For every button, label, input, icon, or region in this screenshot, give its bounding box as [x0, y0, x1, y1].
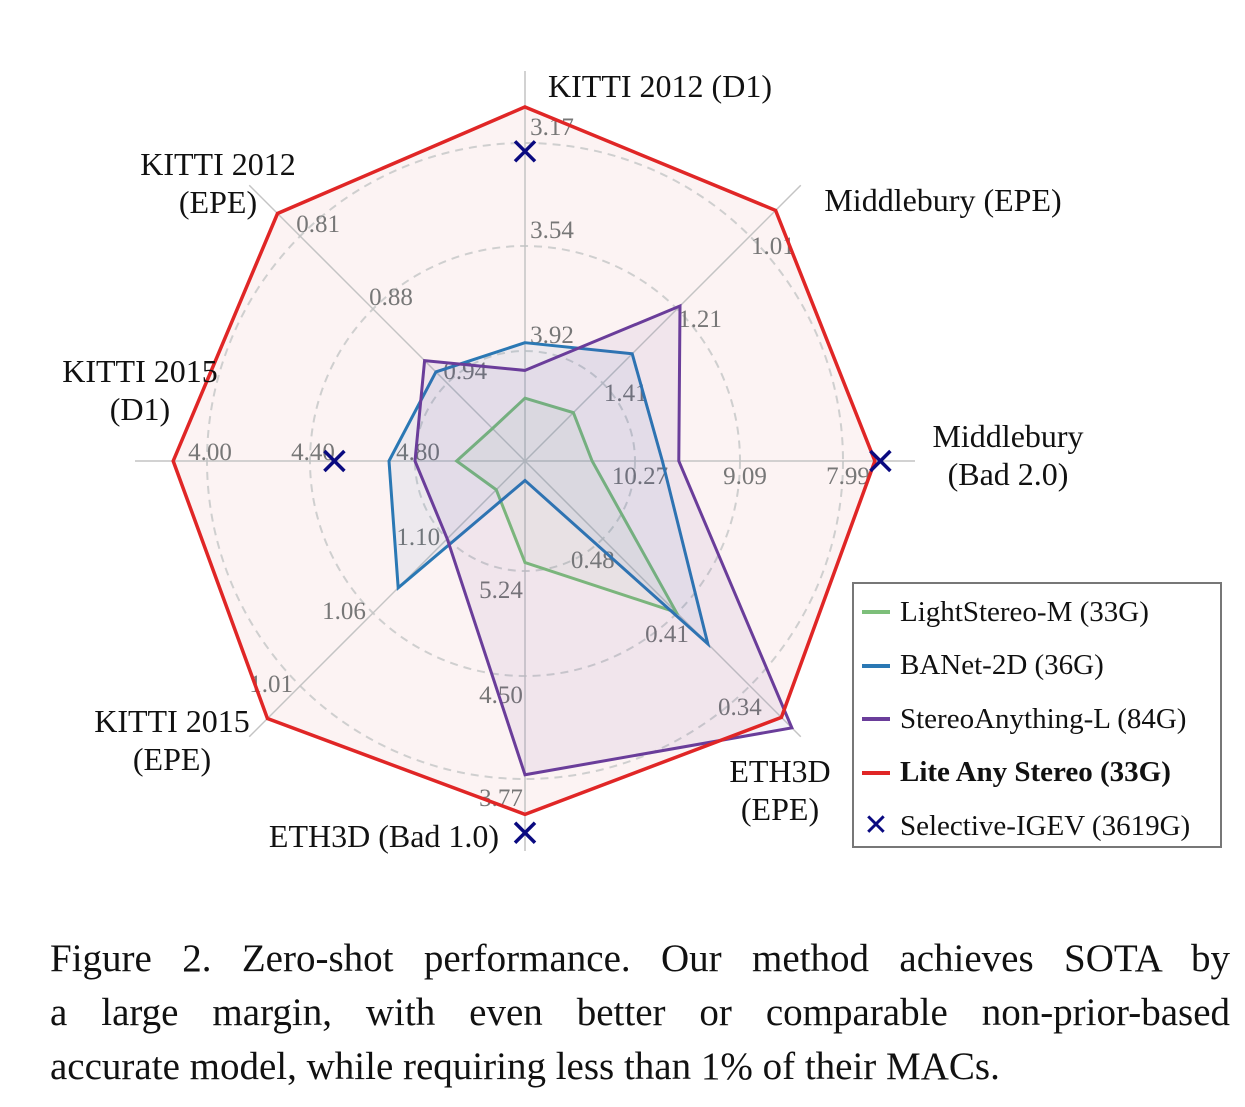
series-lite — [171, 105, 877, 817]
legend-item: ✕ Selective-IGEV (3619G) — [862, 806, 1190, 846]
axis-label-line: KITTI 2015 — [62, 353, 218, 389]
axis-label-line: KITTI 2012 (D1) — [548, 68, 772, 104]
legend-item: Lite Any Stereo (33G) — [862, 753, 1171, 793]
selective-igev-marker — [869, 449, 892, 473]
legend-item: LightStereo-M (33G) — [862, 592, 1149, 632]
axis-label: ETH3D (Bad 1.0) — [269, 817, 499, 855]
legend-swatch — [862, 717, 890, 721]
caption-line: a large margin, with even better or comp… — [50, 991, 1230, 1034]
legend-swatch — [862, 770, 890, 775]
axis-line — [524, 460, 802, 738]
axis-label-line: (EPE) — [178, 184, 258, 220]
legend-label: StereoAnything-L (84G) — [900, 702, 1187, 735]
axis-label-line: (EPE) — [740, 791, 820, 827]
axis-label-line: KITTI 2012 — [140, 146, 296, 182]
axis-label: KITTI 2012 (D1) — [548, 67, 772, 105]
selective-igev-marker — [513, 140, 537, 163]
legend-label: Lite Any Stereo (33G) — [900, 756, 1171, 788]
axis-label-line: ETH3D — [729, 753, 831, 789]
caption-line: Figure 2. Zero-shot performance. Our met… — [50, 937, 1230, 980]
tick-label: 1.21 — [678, 306, 722, 333]
tick-label: 0.34 — [718, 694, 762, 721]
tick-label: 3.54 — [530, 217, 574, 244]
legend-swatch — [862, 663, 890, 668]
tick-label: 0.88 — [369, 284, 413, 311]
axis-label: KITTI 2015 (EPE) — [94, 702, 250, 778]
selective-igev-marker — [323, 449, 346, 473]
tick-label: 4.00 — [188, 439, 232, 466]
axis-label: KITTI 2012 (EPE) — [140, 145, 296, 221]
axis-label-line: (Bad 2.0) — [947, 456, 1069, 492]
tick-label: 10.27 — [612, 463, 668, 490]
legend-label: LightStereo-M (33G) — [900, 595, 1149, 628]
legend: LightStereo-M (33G) BANet-2D (36G) StereoA… — [852, 582, 1222, 848]
tick-label: 1.06 — [322, 598, 366, 625]
axis-label-line: (D1) — [109, 391, 171, 427]
caption-line: accurate model, while requiring less tha… — [50, 1045, 1000, 1088]
legend-label: Selective-IGEV (3619G) — [900, 809, 1191, 842]
figure-caption: Figure 2. Zero-shot performance. Our met… — [50, 932, 1230, 1094]
series-lightstereo-m — [454, 396, 680, 615]
axis-label-line: Middlebury — [932, 418, 1084, 454]
legend-swatch — [862, 610, 890, 614]
axis-label: Middlebury (Bad 2.0) — [932, 417, 1083, 493]
tick-label: 0.48 — [571, 547, 615, 574]
series-stereoanything-l — [413, 303, 794, 777]
axis-line — [248, 184, 526, 462]
axis-label-line: (EPE) — [132, 741, 212, 777]
tick-label: 1.10 — [396, 524, 440, 551]
legend-item: BANet-2D (36G) — [862, 646, 1104, 686]
axis-label: KITTI 2015 (D1) — [62, 352, 218, 428]
tick-label: 9.09 — [723, 463, 767, 490]
tick-label: 5.24 — [479, 577, 523, 604]
tick-label: 7.99 — [826, 463, 870, 490]
axis-label: ETH3D (EPE) — [729, 752, 830, 828]
selective-igev-marker — [513, 821, 537, 845]
axis-label-line: ETH3D (Bad 1.0) — [268, 818, 500, 854]
axis-line — [248, 460, 526, 738]
legend-label: BANet-2D (36G) — [900, 649, 1104, 681]
axis-line — [524, 184, 802, 462]
tick-label: 0.81 — [296, 211, 340, 238]
axis-label: Middlebury (EPE) — [824, 181, 1061, 219]
axis-label-line: Middlebury (EPE) — [824, 182, 1062, 218]
legend-item: StereoAnything-L (84G) — [862, 699, 1186, 739]
tick-label: 0.41 — [645, 621, 689, 648]
x-marker-icon: ✕ — [863, 808, 889, 843]
axis-label-line: KITTI 2015 — [94, 703, 250, 739]
